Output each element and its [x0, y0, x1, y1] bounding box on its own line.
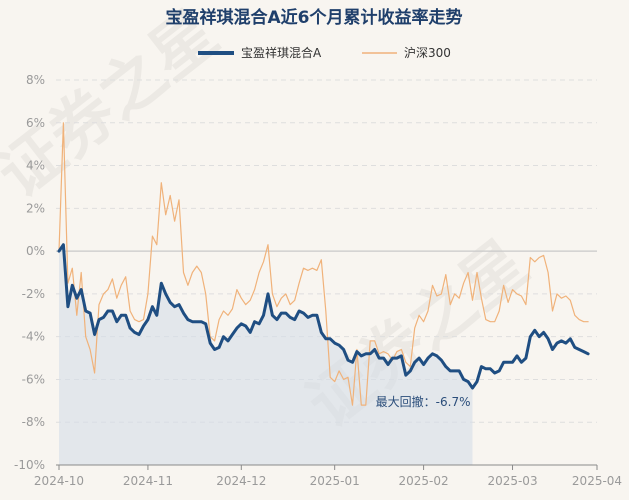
y-tick-label: -2%: [22, 287, 45, 301]
x-axis: 2024-10 2024-11 2024-12 2025-01 2025-02 2025-…: [34, 464, 622, 488]
series-line-index: [58, 122, 589, 406]
legend-label-fund: 宝盈祥琪混合A: [241, 45, 322, 60]
watermark-text: 证券之星: [0, 0, 232, 213]
x-tick-label: 2024-10: [34, 474, 84, 488]
legend-label-index: 沪深300: [404, 46, 451, 60]
drawdown-area-layer: [59, 244, 473, 465]
y-tick-label: -10%: [14, 458, 45, 472]
y-tick-label: -8%: [22, 415, 45, 429]
x-tick-label: 2025-03: [487, 474, 537, 488]
x-tick-label: 2025-01: [310, 474, 360, 488]
y-tick-label: -4%: [22, 330, 45, 344]
y-tick-label: 0%: [26, 244, 45, 258]
chart-title: 宝盈祥琪混合A近6个月累计收益率走势: [166, 7, 463, 28]
y-tick-label: -6%: [22, 372, 45, 386]
y-tick-label: 4%: [26, 159, 45, 173]
y-axis: 8% 6% 4% 2% 0% -2% -4% -6% -8% -10%: [14, 73, 45, 472]
series-line-fund: [57, 243, 590, 390]
x-tick-label: 2024-12: [216, 474, 266, 488]
series-layer: [57, 122, 590, 406]
legend: 宝盈祥琪混合A 沪深300: [198, 45, 451, 60]
max-drawdown-area: [59, 244, 473, 465]
y-tick-label: 8%: [26, 73, 45, 87]
y-tick-label: 2%: [26, 201, 45, 215]
x-tick-label: 2025-04: [572, 474, 622, 488]
y-tick-label: 6%: [26, 116, 45, 130]
max-drawdown-label: 最大回撤：-6.7%: [376, 394, 471, 409]
x-tick-label: 2025-02: [399, 474, 449, 488]
x-tick-label: 2024-11: [123, 474, 173, 488]
